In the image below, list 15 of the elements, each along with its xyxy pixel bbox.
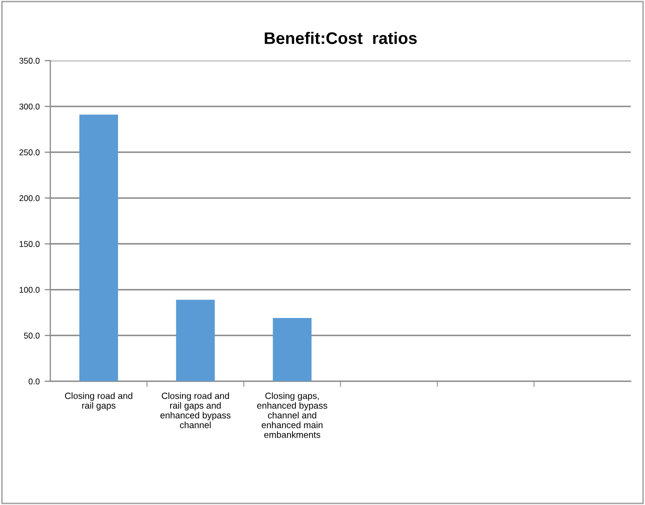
bar (79, 114, 118, 382)
y-tick-label: 100.0 (20, 286, 40, 293)
bar (176, 300, 215, 382)
x-tick-label: Closing road and rail gaps and enhanced bypass channel (160, 392, 230, 428)
x-tick-label: Closing road and rail gaps (65, 392, 132, 411)
y-tick-label: 250.0 (19, 149, 40, 156)
y-tick-label: 350.0 (19, 58, 40, 64)
y-tick-label: 300.0 (19, 104, 40, 110)
y-tick-label: 50.0 (24, 332, 40, 339)
y-tick-label: 200.0 (19, 195, 40, 202)
y-tick-label: 150.0 (20, 241, 40, 247)
chart-title: Benefit:Cost ratios (264, 32, 417, 44)
x-tick-label: Closing gaps, enhanced bypass channel and enhanced main embankments (257, 392, 328, 438)
bar (272, 318, 312, 382)
y-tick-label: 0.0 (28, 378, 40, 384)
